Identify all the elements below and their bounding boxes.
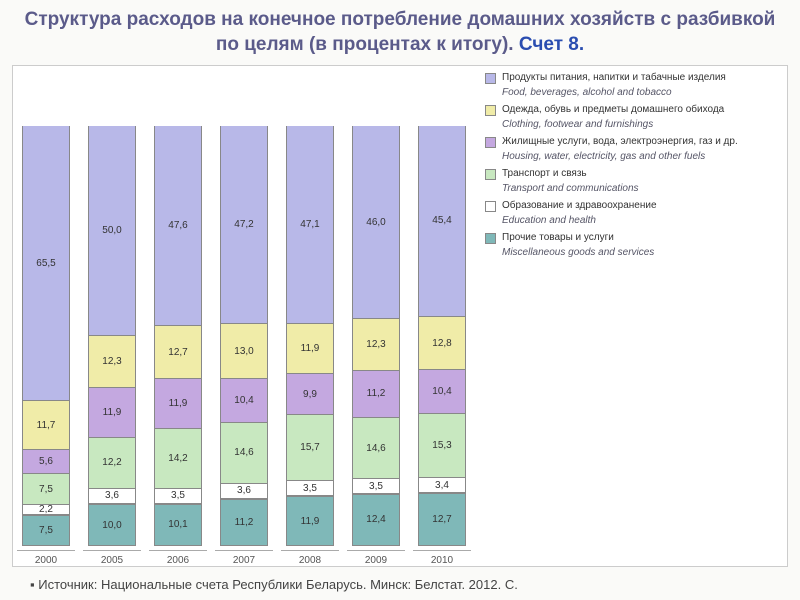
stacked-bar: 12,73,415,310,412,845,4 — [418, 126, 466, 546]
stacked-bar: 10,13,514,211,912,747,6 — [154, 126, 202, 546]
bar-segment-clothing: 12,3 — [88, 336, 136, 388]
bar-segment-housing: 9,9 — [286, 374, 334, 416]
legend-item-misc: Прочие товары и услуги — [485, 232, 781, 244]
bar-segment-misc: 10,1 — [154, 504, 202, 546]
x-axis-label: 2005 — [83, 550, 141, 566]
bar-segment-edu: 3,6 — [88, 489, 136, 504]
bar-column: 10,13,514,211,912,747,6 2006 — [149, 126, 207, 566]
legend-label-ru: Образование и здравоохранение — [502, 200, 657, 211]
legend-label-en: Clothing, footwear and furnishings — [502, 119, 781, 130]
x-axis-label: 2006 — [149, 550, 207, 566]
bar-segment-food: 45,4 — [418, 126, 466, 317]
legend-label-ru: Прочие товары и услуги — [502, 232, 614, 243]
bar-segment-food: 46,0 — [352, 126, 400, 319]
page-title: Структура расходов на конечное потреблен… — [12, 8, 788, 57]
legend-label-ru: Жилищные услуги, вода, электроэнергия, г… — [502, 136, 738, 147]
bar-segment-misc: 12,7 — [418, 493, 466, 546]
slide: Структура расходов на конечное потреблен… — [0, 0, 800, 600]
bar-segment-transport: 15,3 — [418, 414, 466, 478]
source-citation: Источник: Национальные счета Республики … — [30, 577, 788, 592]
bar-segment-transport: 14,2 — [154, 429, 202, 489]
bar-segment-housing: 11,2 — [352, 371, 400, 418]
bar-segment-housing: 11,9 — [88, 388, 136, 438]
legend-label-ru: Продукты питания, напитки и табачные изд… — [502, 72, 726, 83]
x-axis-label: 2000 — [17, 550, 75, 566]
chart-container: 7,52,27,55,611,765,5200010,03,612,211,91… — [12, 65, 788, 567]
legend-item-edu: Образование и здравоохранение — [485, 200, 781, 212]
stacked-bar: 12,43,514,611,212,346,0 — [352, 126, 400, 546]
legend-label-en: Miscellaneous goods and services — [502, 247, 781, 258]
bar-segment-clothing: 13,0 — [220, 324, 268, 379]
bar-segment-food: 47,2 — [220, 126, 268, 324]
bar-column: 10,03,612,211,912,350,0 2005 — [83, 126, 141, 566]
legend-swatch — [485, 201, 496, 212]
legend-swatch — [485, 137, 496, 148]
stacked-bar: 11,23,614,610,413,047,2 — [220, 126, 268, 546]
bar-segment-edu: 3,5 — [352, 479, 400, 494]
bar-segment-food: 50,0 — [88, 126, 136, 336]
legend-swatch — [485, 73, 496, 84]
bar-segment-food: 47,1 — [286, 126, 334, 324]
bar-segment-transport: 14,6 — [220, 423, 268, 484]
bar-segment-misc: 11,9 — [286, 496, 334, 546]
bar-segment-clothing: 11,7 — [22, 401, 70, 450]
bar-segment-misc: 10,0 — [88, 504, 136, 546]
legend-label-en: Education and health — [502, 215, 781, 226]
title-main: Структура расходов на конечное потреблен… — [25, 9, 776, 55]
bar-segment-misc: 12,4 — [352, 494, 400, 546]
legend-item-transport: Транспорт и связь — [485, 168, 781, 180]
x-axis-label: 2009 — [347, 550, 405, 566]
legend-swatch — [485, 169, 496, 180]
bar-segment-clothing: 11,9 — [286, 324, 334, 374]
legend-item-housing: Жилищные услуги, вода, электроэнергия, г… — [485, 136, 781, 148]
legend-label-en: Transport and communications — [502, 183, 781, 194]
x-axis-label: 2007 — [215, 550, 273, 566]
bar-segment-transport: 15,7 — [286, 415, 334, 481]
bar-segment-food: 47,6 — [154, 126, 202, 326]
legend-item-clothing: Одежда, обувь и предметы домашнего обихо… — [485, 104, 781, 116]
bar-column: 7,52,27,55,611,765,52000 — [17, 126, 75, 566]
bar-segment-transport: 7,5 — [22, 474, 70, 506]
bar-segment-housing: 10,4 — [418, 370, 466, 414]
bar-segment-edu: 3,5 — [154, 489, 202, 504]
bar-segment-housing: 5,6 — [22, 450, 70, 474]
legend-label-en: Food, beverages, alcohol and tobacco — [502, 87, 781, 98]
bar-segment-edu: 3,5 — [286, 481, 334, 496]
bar-segment-transport: 14,6 — [352, 418, 400, 479]
bar-segment-edu: 2,2 — [22, 505, 70, 514]
bar-segment-clothing: 12,7 — [154, 326, 202, 379]
title-account: Счет 8. — [519, 34, 584, 55]
bar-segment-clothing: 12,3 — [352, 319, 400, 371]
legend-item-food: Продукты питания, напитки и табачные изд… — [485, 72, 781, 84]
legend: Продукты питания, напитки и табачные изд… — [475, 66, 787, 566]
plot-area: 7,52,27,55,611,765,5200010,03,612,211,91… — [13, 66, 475, 566]
x-axis-label: 2008 — [281, 550, 339, 566]
legend-swatch — [485, 233, 496, 244]
bar-column: 12,43,514,611,212,346,0 2009 — [347, 126, 405, 566]
bar-column: 12,73,415,310,412,845,4 2010 — [413, 126, 471, 566]
stacked-bar: 10,03,612,211,912,350,0 — [88, 126, 136, 546]
stacked-bar: 11,93,515,79,911,947,1 — [286, 126, 334, 546]
bar-segment-transport: 12,2 — [88, 438, 136, 489]
bar-segment-edu: 3,4 — [418, 478, 466, 492]
x-axis-label: 2010 — [413, 550, 471, 566]
bar-segment-housing: 11,9 — [154, 379, 202, 429]
legend-label-ru: Транспорт и связь — [502, 168, 587, 179]
bar-segment-housing: 10,4 — [220, 379, 268, 423]
bar-column: 11,93,515,79,911,947,12008 — [281, 126, 339, 566]
bar-segment-misc: 11,2 — [220, 499, 268, 546]
bar-segment-edu: 3,6 — [220, 484, 268, 499]
legend-label-en: Housing, water, electricity, gas and oth… — [502, 151, 781, 162]
bar-segment-clothing: 12,8 — [418, 317, 466, 371]
bar-segment-food: 65,5 — [22, 126, 70, 401]
legend-swatch — [485, 105, 496, 116]
legend-label-ru: Одежда, обувь и предметы домашнего обихо… — [502, 104, 724, 115]
bar-segment-misc: 7,5 — [22, 515, 70, 547]
stacked-bar: 7,52,27,55,611,765,5 — [22, 126, 70, 546]
bar-column: 11,23,614,610,413,047,2 2007 — [215, 126, 273, 566]
